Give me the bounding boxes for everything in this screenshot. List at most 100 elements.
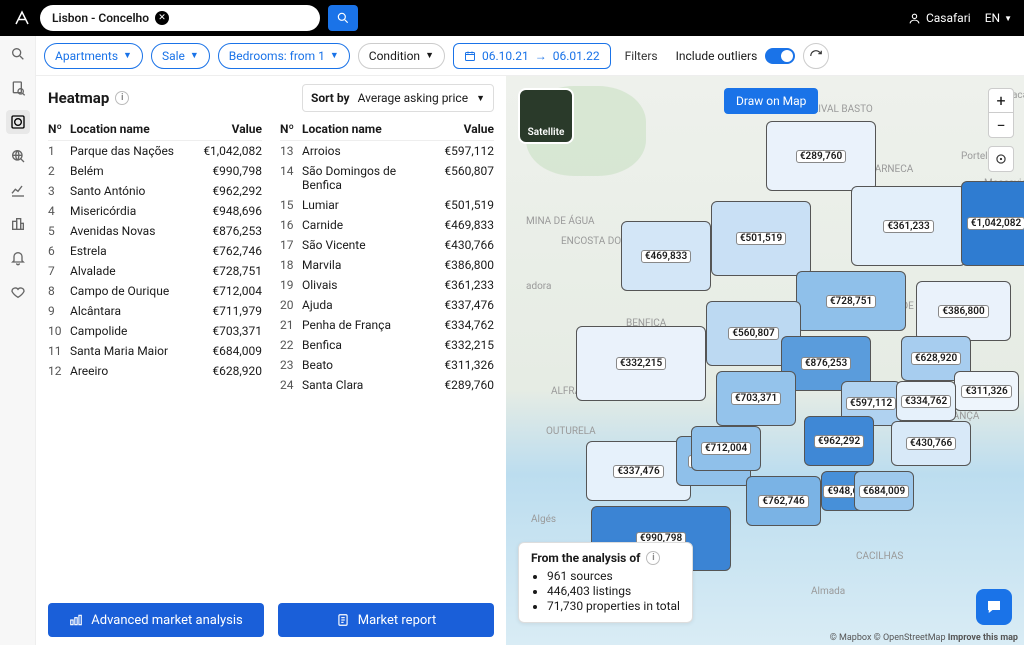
map-region[interactable]: €332,215 (576, 326, 706, 401)
advanced-analysis-button[interactable]: Advanced market analysis (48, 603, 264, 637)
table-row[interactable]: 3Santo António€962,292 (48, 181, 262, 201)
rail-search-icon[interactable] (6, 42, 30, 66)
table-row[interactable]: 5Avenidas Novas€876,253 (48, 221, 262, 241)
region-value-label: €469,833 (641, 250, 691, 263)
table-row[interactable]: 18Marvila€386,800 (280, 255, 494, 275)
map-region[interactable]: €469,833 (621, 221, 711, 291)
satellite-toggle[interactable]: Satellite (518, 88, 574, 144)
map[interactable]: OdivelasOLIVAL BASTOSacavémPortelaMoscav… (506, 76, 1024, 645)
table-row[interactable]: 6Estrela€762,746 (48, 241, 262, 261)
region-value-label: €876,253 (801, 357, 851, 370)
brand-logo[interactable] (12, 8, 32, 28)
analysis-item: 446,403 listings (547, 584, 680, 598)
search-chip-text: Lisbon - Concelho (52, 11, 149, 25)
filter-daterange[interactable]: 06.10.21 → 06.01.22 (453, 43, 611, 69)
map-region[interactable]: €430,766 (891, 421, 971, 466)
filter-type[interactable]: Apartments▼ (44, 43, 143, 69)
filter-bedrooms[interactable]: Bedrooms: from 1▼ (218, 43, 350, 69)
map-region[interactable]: €386,800 (916, 281, 1011, 341)
analysis-item: 961 sources (547, 569, 680, 583)
include-outliers-toggle[interactable]: Include outliers (676, 48, 796, 64)
refresh-button[interactable] (803, 43, 829, 69)
table-row[interactable]: 22Benfica€332,215 (280, 335, 494, 355)
filter-bar: Apartments▼ Sale▼ Bedrooms: from 1▼ Cond… (0, 36, 1024, 76)
basemap-label: Algés (531, 514, 556, 525)
rail-heatmap-icon[interactable] (6, 110, 30, 134)
region-value-label: €332,215 (616, 357, 666, 370)
table-row[interactable]: 17São Vicente€430,766 (280, 235, 494, 255)
map-region[interactable]: €712,004 (691, 426, 761, 471)
report-icon (336, 613, 350, 627)
map-region[interactable]: €703,371 (716, 371, 796, 426)
region-value-label: €762,746 (758, 495, 808, 508)
region-value-label: €962,292 (814, 435, 864, 448)
toggle-switch[interactable] (765, 48, 795, 64)
region-value-label: €311,326 (961, 385, 1011, 398)
map-region[interactable]: €684,009 (854, 471, 914, 511)
rail-globe-icon[interactable] (6, 144, 30, 168)
table-row[interactable]: 1Parque das Nações€1,042,082 (48, 141, 262, 161)
map-region[interactable]: €962,292 (804, 416, 874, 466)
table-row[interactable]: 12Areeiro€628,920 (48, 361, 262, 381)
table-row[interactable]: 11Santa Maria Maior€684,009 (48, 341, 262, 361)
language-switch[interactable]: EN ▼ (985, 11, 1012, 25)
region-value-label: €334,762 (901, 395, 951, 408)
map-region[interactable]: €289,760 (766, 121, 876, 191)
filter-condition[interactable]: Condition▼ (358, 43, 445, 69)
map-credits: © Mapbox © OpenStreetMap Improve this ma… (830, 633, 1018, 643)
map-region[interactable]: €728,751 (796, 271, 906, 331)
zoom-in-button[interactable]: + (989, 89, 1013, 113)
table-row[interactable]: 24Santa Clara€289,760 (280, 375, 494, 395)
table-row[interactable]: 2Belém€990,798 (48, 161, 262, 181)
table-row[interactable]: 20Ajuda€337,476 (280, 295, 494, 315)
locate-button[interactable] (988, 146, 1014, 172)
rail-analytics-icon[interactable] (6, 178, 30, 202)
rail-building-icon[interactable] (6, 212, 30, 236)
info-icon[interactable]: i (646, 551, 660, 565)
rail-bell-icon[interactable] (6, 246, 30, 270)
search-chip-remove-icon[interactable]: ✕ (155, 11, 169, 25)
table-row[interactable]: 19Olivais€361,233 (280, 275, 494, 295)
account-link[interactable]: Casafari (908, 11, 971, 25)
map-region[interactable]: €501,519 (711, 201, 811, 276)
market-report-button[interactable]: Market report (278, 603, 494, 637)
table-row[interactable]: 14São Domingos de Benfica€560,807 (280, 161, 494, 195)
chat-button[interactable] (976, 589, 1012, 625)
table-row[interactable]: 16Carnide€469,833 (280, 215, 494, 235)
calendar-icon (464, 50, 476, 62)
map-region[interactable]: €334,762 (896, 381, 956, 421)
region-value-label: €597,112 (846, 397, 896, 410)
region-value-label: €628,920 (911, 352, 961, 365)
filter-deal[interactable]: Sale▼ (151, 43, 210, 69)
filters-link[interactable]: Filters (625, 49, 658, 63)
table-row[interactable]: 21Penha de França€334,762 (280, 315, 494, 335)
table-row[interactable]: 7Alvalade€728,751 (48, 261, 262, 281)
table-row[interactable]: 13Arroios€597,112 (280, 141, 494, 161)
locations-table-right: NºLocation nameValue 13Arroios€597,11214… (280, 118, 494, 593)
region-value-label: €712,004 (701, 442, 751, 455)
table-row[interactable]: 9Alcântara€711,979 (48, 301, 262, 321)
table-row[interactable]: 10Campolide€703,371 (48, 321, 262, 341)
chart-icon (69, 613, 83, 627)
table-row[interactable]: 23Beato€311,326 (280, 355, 494, 375)
table-row[interactable]: 15Lumiar€501,519 (280, 195, 494, 215)
basemap-label: MINA DE ÁGUA (526, 216, 595, 227)
map-region[interactable]: €762,746 (746, 476, 821, 526)
zoom-out-button[interactable]: − (989, 113, 1013, 137)
rail-doc-search-icon[interactable] (6, 76, 30, 100)
map-region[interactable]: €311,326 (954, 371, 1019, 411)
region-value-label: €684,009 (859, 485, 909, 498)
brand-name: Casafari (926, 11, 971, 25)
search-button[interactable] (328, 5, 358, 31)
sort-dropdown[interactable]: Sort by Average asking price ▼ (302, 84, 494, 112)
info-icon[interactable]: i (115, 91, 129, 105)
table-row[interactable]: 4Misericórdia€948,696 (48, 201, 262, 221)
draw-on-map-button[interactable]: Draw on Map (724, 88, 818, 114)
basemap-label: adora (526, 281, 551, 292)
table-row[interactable]: 8Campo de Ourique€712,004 (48, 281, 262, 301)
rail-heart-icon[interactable] (6, 280, 30, 304)
region-value-label: €386,800 (938, 305, 988, 318)
map-region[interactable]: €361,233 (851, 186, 966, 266)
search-chip[interactable]: Lisbon - Concelho ✕ (40, 5, 320, 31)
map-region[interactable]: €1,042,082 (961, 181, 1024, 266)
